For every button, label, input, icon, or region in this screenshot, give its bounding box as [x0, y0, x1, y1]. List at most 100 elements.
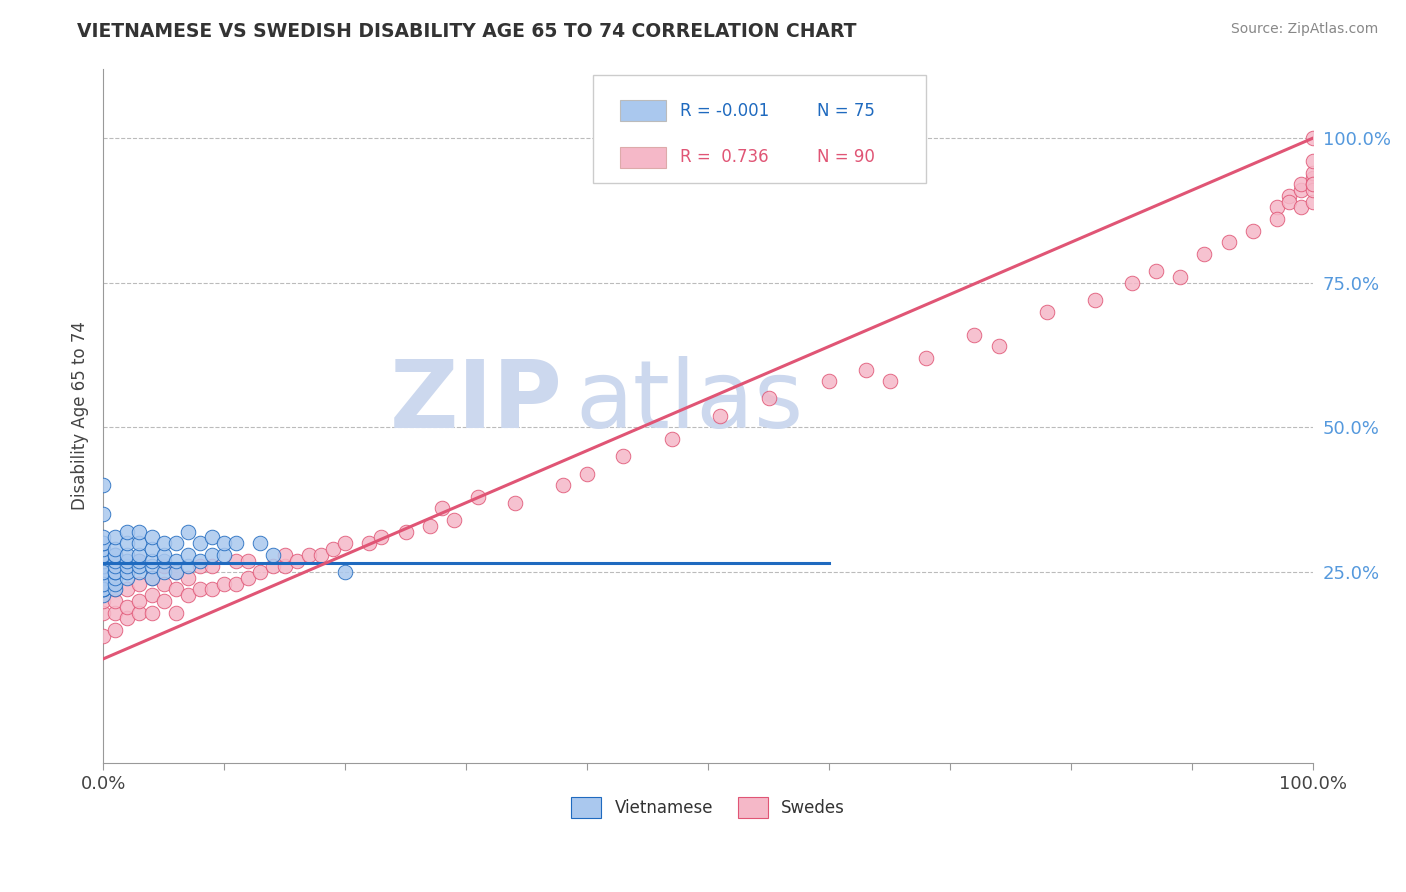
- Point: [322, 541, 344, 556]
- Point: [177, 524, 200, 539]
- Point: [285, 553, 308, 567]
- Point: [91, 565, 114, 579]
- Point: [91, 588, 114, 602]
- Point: [201, 582, 224, 597]
- Point: [165, 536, 187, 550]
- Point: [104, 623, 127, 637]
- Point: [551, 478, 574, 492]
- Point: [117, 599, 139, 614]
- FancyBboxPatch shape: [593, 76, 927, 183]
- Point: [117, 524, 139, 539]
- Point: [1289, 201, 1312, 215]
- Point: [91, 559, 114, 574]
- Point: [188, 582, 211, 597]
- Point: [128, 576, 150, 591]
- Point: [177, 559, 200, 574]
- Point: [104, 582, 127, 597]
- Text: R = -0.001: R = -0.001: [681, 102, 769, 120]
- Point: [165, 582, 187, 597]
- Point: [117, 536, 139, 550]
- Point: [91, 582, 114, 597]
- Point: [359, 536, 381, 550]
- Point: [165, 606, 187, 620]
- Point: [152, 559, 174, 574]
- Point: [91, 582, 114, 597]
- Point: [104, 559, 127, 574]
- Point: [443, 513, 465, 527]
- Point: [117, 559, 139, 574]
- Point: [91, 565, 114, 579]
- Point: [128, 536, 150, 550]
- Point: [91, 571, 114, 585]
- FancyBboxPatch shape: [620, 101, 666, 121]
- Point: [117, 571, 139, 585]
- Point: [1302, 183, 1324, 197]
- Point: [201, 548, 224, 562]
- Point: [262, 548, 284, 562]
- Point: [91, 571, 114, 585]
- Point: [117, 553, 139, 567]
- Point: [1036, 304, 1059, 318]
- Point: [430, 501, 453, 516]
- Point: [165, 565, 187, 579]
- Point: [576, 467, 599, 481]
- Point: [225, 536, 247, 550]
- Point: [309, 548, 332, 562]
- Point: [818, 374, 841, 388]
- Point: [758, 392, 780, 406]
- Point: [91, 582, 114, 597]
- Point: [915, 351, 938, 365]
- Point: [91, 530, 114, 544]
- Point: [91, 548, 114, 562]
- Point: [91, 594, 114, 608]
- Point: [91, 553, 114, 567]
- Point: [188, 536, 211, 550]
- Point: [661, 432, 683, 446]
- Point: [503, 496, 526, 510]
- Point: [370, 530, 392, 544]
- Point: [91, 548, 114, 562]
- Point: [612, 450, 634, 464]
- Point: [212, 548, 235, 562]
- Point: [117, 548, 139, 562]
- Point: [91, 565, 114, 579]
- Point: [467, 490, 489, 504]
- Point: [165, 553, 187, 567]
- Point: [104, 565, 127, 579]
- Point: [273, 548, 295, 562]
- Point: [395, 524, 418, 539]
- Point: [1302, 154, 1324, 169]
- Point: [152, 536, 174, 550]
- Point: [152, 553, 174, 567]
- Text: N = 75: N = 75: [817, 102, 875, 120]
- Point: [201, 559, 224, 574]
- Point: [117, 582, 139, 597]
- Point: [273, 559, 295, 574]
- Point: [128, 548, 150, 562]
- Point: [128, 524, 150, 539]
- FancyBboxPatch shape: [620, 147, 666, 168]
- Point: [165, 565, 187, 579]
- Point: [1121, 276, 1143, 290]
- Point: [141, 606, 163, 620]
- Point: [141, 553, 163, 567]
- Point: [91, 582, 114, 597]
- Point: [1084, 293, 1107, 307]
- Point: [1289, 178, 1312, 192]
- Text: ZIP: ZIP: [389, 356, 562, 448]
- Point: [91, 553, 114, 567]
- Point: [249, 565, 271, 579]
- Point: [1241, 224, 1264, 238]
- Point: [91, 629, 114, 643]
- Point: [1144, 264, 1167, 278]
- Point: [104, 548, 127, 562]
- Point: [333, 536, 356, 550]
- Text: atlas: atlas: [575, 356, 803, 448]
- Point: [1194, 246, 1216, 260]
- Point: [177, 588, 200, 602]
- Point: [141, 559, 163, 574]
- Point: [141, 571, 163, 585]
- Point: [104, 541, 127, 556]
- Point: [104, 565, 127, 579]
- Point: [91, 536, 114, 550]
